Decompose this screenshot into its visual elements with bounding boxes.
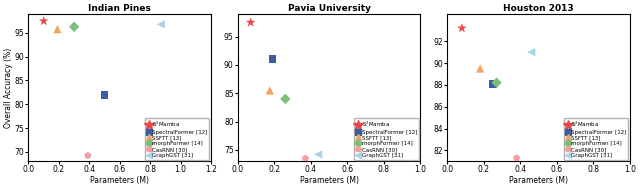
Legend: S$^2$Mamba, SpectralFormer [12], SSFTT [13], morphFormer [14], CasRNN [30], Grap: S$^2$Mamba, SpectralFormer [12], SSFTT [… [145,118,209,160]
Point [280,98,291,101]
Point [52,28,63,31]
X-axis label: Parameters (M): Parameters (M) [90,176,149,185]
Title: Pavia University: Pavia University [287,4,371,13]
Point [38,19,49,22]
Point [99,93,109,96]
Legend: S$^2$Mamba, SpectralFormer [12], SSFTT [13], morphFormer [14], CasRNN [30], Grap: S$^2$Mamba, SpectralFormer [12], SSFTT [… [355,118,419,160]
X-axis label: Parameters (M): Parameters (M) [300,176,358,185]
Point [488,82,498,85]
Legend: S$^2$Mamba, SpectralFormer [12], SSFTT [13], morphFormer [14], CasRNN [30], Grap: S$^2$Mamba, SpectralFormer [12], SSFTT [… [564,118,628,160]
Point [83,154,93,157]
Point [156,23,166,26]
Point [475,67,485,70]
Title: Indian Pines: Indian Pines [88,4,151,13]
Point [457,27,467,30]
Title: Houston 2013: Houston 2013 [503,4,574,13]
Point [69,25,79,28]
Point [246,21,256,24]
Point [300,157,310,160]
Point [526,51,536,54]
X-axis label: Parameters (M): Parameters (M) [509,176,568,185]
Point [511,156,522,160]
Y-axis label: Overall Accuracy (%): Overall Accuracy (%) [4,47,13,128]
Point [313,153,323,156]
Point [265,89,275,92]
Point [492,81,502,84]
Point [268,58,278,61]
